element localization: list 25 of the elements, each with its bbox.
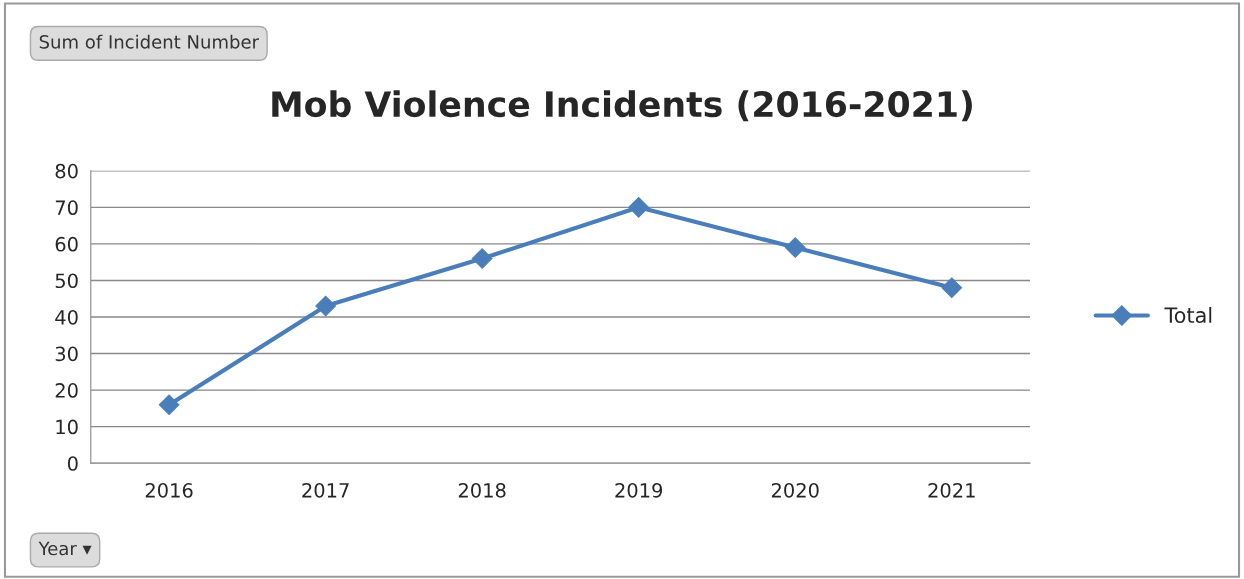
y-tick-label: 10 bbox=[56, 419, 78, 435]
legend-label: Total bbox=[1164, 306, 1212, 324]
point bbox=[471, 248, 493, 269]
x-tick-label: 2019 bbox=[615, 482, 663, 498]
y-tick-label: 0 bbox=[67, 456, 78, 471]
point bbox=[784, 237, 806, 258]
x-tick-label: 2020 bbox=[771, 482, 819, 498]
x-tick-label: 2016 bbox=[145, 482, 193, 498]
y-tick-label: 20 bbox=[55, 383, 78, 398]
point bbox=[941, 277, 963, 299]
x-tick-label: 2017 bbox=[302, 482, 349, 498]
point bbox=[628, 197, 650, 218]
y-tick-label: 50 bbox=[55, 273, 78, 289]
point bbox=[315, 295, 336, 317]
y-tick-label: 30 bbox=[55, 346, 78, 362]
y-tick-label: 70 bbox=[55, 200, 78, 216]
y-tick-label: 60 bbox=[55, 236, 78, 252]
text: Year ▾ bbox=[38, 541, 92, 556]
y-tick-label: 40 bbox=[55, 309, 78, 325]
text: Sum of Incident Number bbox=[39, 34, 260, 49]
x-tick-label: 2021 bbox=[928, 482, 975, 498]
chart-title: Mob Violence Incidents (2016-2021) bbox=[272, 90, 972, 122]
y-tick-label: 80 bbox=[55, 163, 78, 179]
x-tick-label: 2018 bbox=[458, 482, 506, 498]
point bbox=[158, 394, 180, 416]
